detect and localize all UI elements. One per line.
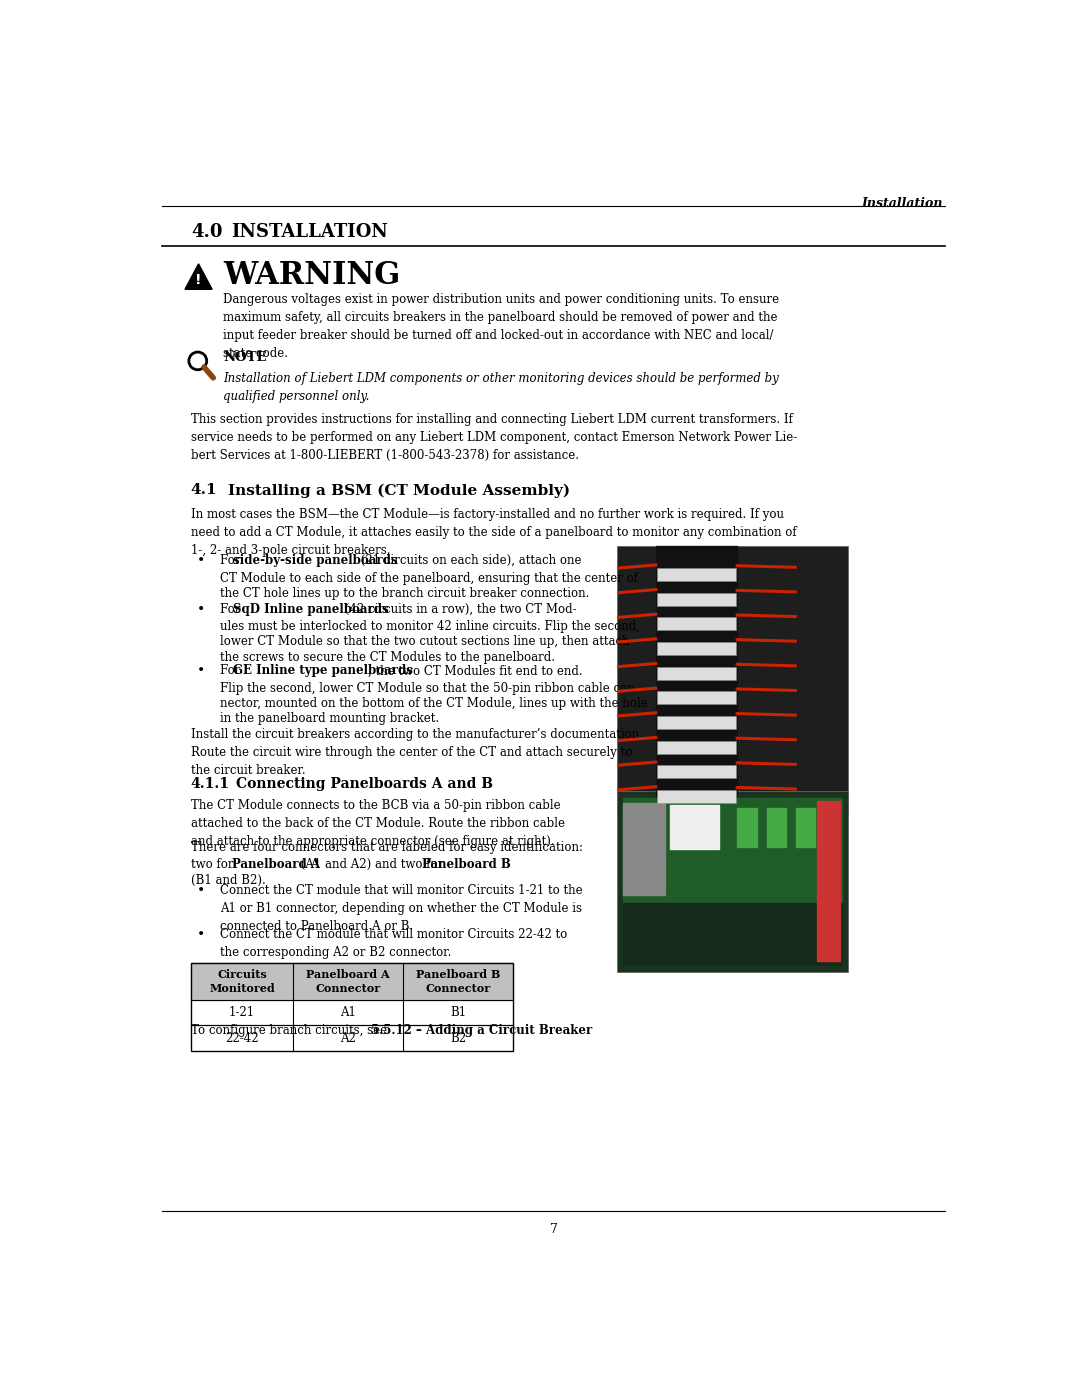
Bar [658,592,735,606]
Text: NOTE: NOTE [224,351,267,363]
Text: 4.1: 4.1 [191,483,217,497]
Text: Circuits
Monitored: Circuits Monitored [210,970,274,993]
Text: A2: A2 [340,1031,356,1045]
Text: Installing a BSM (CT Module Assembly): Installing a BSM (CT Module Assembly) [228,483,570,497]
Bar [191,963,513,1051]
Text: .: . [567,1024,570,1037]
Bar [658,766,735,778]
Text: •: • [197,929,205,943]
Text: There are four connectors that are labeled for easy identification:: There are four connectors that are label… [191,841,583,855]
Text: In most cases the BSM—the CT Module—is factory-installed and no further work is : In most cases the BSM—the CT Module—is f… [191,509,796,557]
Text: two for: two for [191,858,237,870]
Bar [617,791,848,972]
Text: !: ! [195,272,202,286]
Text: , the two CT Modules fit end to end.: , the two CT Modules fit end to end. [368,665,583,678]
Text: To configure branch circuits, see: To configure branch circuits, see [191,1024,391,1037]
Text: •: • [197,602,205,616]
Text: 4.0: 4.0 [191,224,222,242]
Text: Flip the second, lower CT Module so that the 50-pin ribbon cable con-: Flip the second, lower CT Module so that… [220,682,639,694]
Text: •: • [197,555,205,569]
Text: 5.5.12 – Adding a Circuit Breaker: 5.5.12 – Adding a Circuit Breaker [372,1024,593,1037]
Text: The CT Module connects to the BCB via a 50-pin ribbon cable
attached to the back: The CT Module connects to the BCB via a … [191,799,565,848]
Text: Connect the CT module that will monitor Circuits 1-21 to the
A1 or B1 connector,: Connect the CT module that will monitor … [220,884,583,933]
Text: side-by-side panelboards: side-by-side panelboards [232,555,397,567]
Text: Installation: Installation [861,197,943,210]
Bar [658,692,735,704]
Text: Panelboard B
Connector: Panelboard B Connector [416,970,500,993]
Text: 7: 7 [550,1222,557,1235]
Bar [658,643,735,655]
Text: 4.1.1: 4.1.1 [191,778,230,792]
Text: Install the circuit breakers according to the manufacturer’s documentation.
Rout: Install the circuit breakers according t… [191,728,643,777]
Text: the screws to secure the CT Modules to the panelboard.: the screws to secure the CT Modules to t… [220,651,555,664]
Bar [658,740,735,753]
Text: (42 circuits in a row), the two CT Mod-: (42 circuits in a row), the two CT Mod- [341,602,577,616]
Text: For: For [220,555,244,567]
Text: (21 circuits on each side), attach one: (21 circuits on each side), attach one [356,555,581,567]
Text: 1-21: 1-21 [229,1006,255,1020]
Text: lower CT Module so that the two cutout sections line up, then attach: lower CT Module so that the two cutout s… [220,636,630,648]
Bar [658,715,735,729]
Text: Dangerous voltages exist in power distribution units and power conditioning unit: Dangerous voltages exist in power distri… [224,293,780,360]
Text: INSTALLATION: INSTALLATION [231,224,388,242]
Bar [658,789,735,803]
Text: A1: A1 [340,1006,356,1020]
Bar [617,546,848,816]
Text: Panelboard B: Panelboard B [422,858,511,870]
Text: (A1 and A2) and two for: (A1 and A2) and two for [297,858,447,870]
Text: B1: B1 [450,1006,467,1020]
Text: B2: B2 [450,1031,467,1045]
Text: •: • [197,665,205,679]
Bar [658,666,735,680]
Text: SqD Inline panelboards: SqD Inline panelboards [232,602,389,616]
Text: (B1 and B2).: (B1 and B2). [191,875,266,887]
Text: WARNING: WARNING [224,260,401,291]
Text: Panelboard A
Connector: Panelboard A Connector [307,970,390,993]
Text: •: • [197,884,205,898]
Text: For: For [220,665,244,678]
Polygon shape [185,264,212,289]
Text: CT Module to each side of the panelboard, ensuring that the center of: CT Module to each side of the panelboard… [220,571,638,584]
Bar [658,617,735,630]
Text: Connecting Panelboards A and B: Connecting Panelboards A and B [235,778,492,792]
Text: Panelboard A: Panelboard A [232,858,321,870]
Text: Installation of Liebert LDM components or other monitoring devices should be per: Installation of Liebert LDM components o… [224,373,779,404]
Text: nector, mounted on the bottom of the CT Module, lines up with the hole: nector, mounted on the bottom of the CT … [220,697,648,710]
Bar [658,569,735,581]
Text: in the panelboard mounting bracket.: in the panelboard mounting bracket. [220,712,440,725]
Text: ules must be interlocked to monitor 42 inline circuits. Flip the second,: ules must be interlocked to monitor 42 i… [220,620,640,633]
Text: For: For [220,602,244,616]
Text: 22-42: 22-42 [225,1031,259,1045]
Text: GE Inline type panelboards: GE Inline type panelboards [232,665,413,678]
Text: Connect the CT module that will monitor Circuits 22-42 to
the corresponding A2 o: Connect the CT module that will monitor … [220,929,567,960]
Text: This section provides instructions for installing and connecting Liebert LDM cur: This section provides instructions for i… [191,412,797,461]
Text: the CT hole lines up to the branch circuit breaker connection.: the CT hole lines up to the branch circu… [220,587,590,599]
